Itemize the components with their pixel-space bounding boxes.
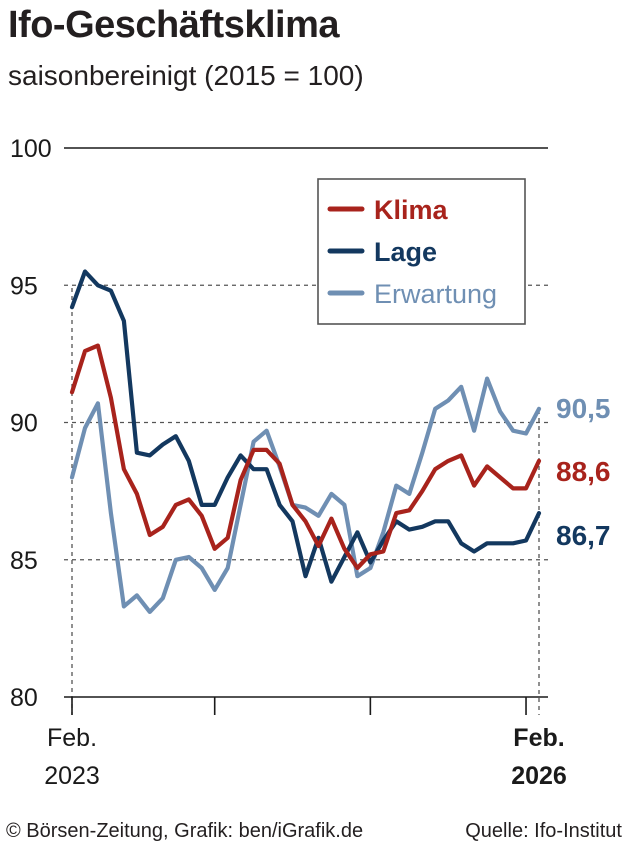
x-label-start-year: 2023 [44,762,100,790]
legend-label-lage: Lage [374,237,437,267]
chart-title: Ifo-Geschäftsklima [8,4,340,46]
end-value-label-erwartung: 90,5 [556,393,611,424]
legend-label-klima: Klima [374,195,449,225]
y-tick-label-90: 90 [10,410,38,438]
data-source: Quelle: Ifo-Institut [465,820,622,842]
legend-label-erwartung: Erwartung [374,279,497,309]
chart-subtitle: saisonbereinigt (2015 = 100) [8,60,364,91]
y-tick-label-95: 95 [10,272,38,300]
copyright-credit: © Börsen-Zeitung, Grafik: ben/iGrafik.de [6,820,364,842]
x-label-end-month: Feb. [513,724,564,752]
series-line-klima [69,343,542,571]
x-label-end-year: 2026 [511,762,567,790]
end-value-label-lage: 86,7 [556,520,611,551]
x-label-start-month: Feb. [47,724,97,752]
y-tick-label-80: 80 [10,684,38,712]
series-line-lage [69,269,542,584]
y-tick-label-100: 100 [10,135,52,163]
series-line-erwartung [69,376,542,615]
legend-box [317,178,526,325]
y-tick-label-85: 85 [10,547,38,575]
end-value-label-klima: 88,6 [556,456,611,487]
